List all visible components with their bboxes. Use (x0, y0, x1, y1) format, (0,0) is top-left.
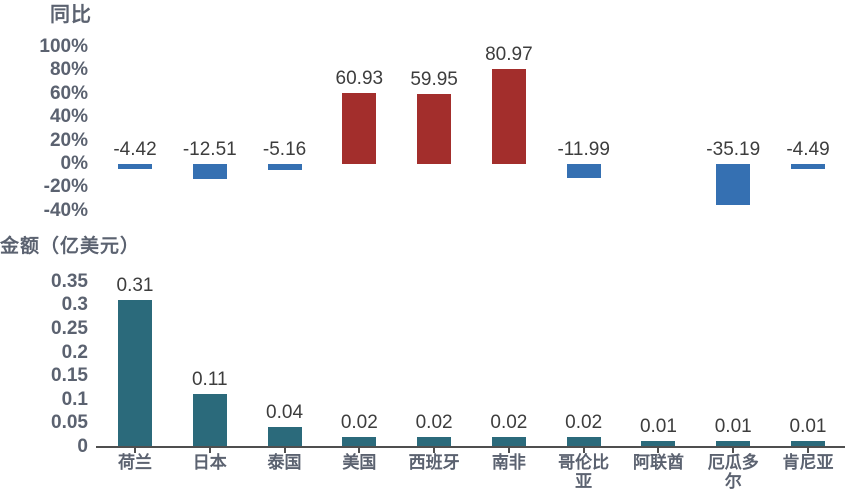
yoy-y-axis-tick-label: -20% (43, 176, 88, 198)
amount-category-label: 美国 (342, 453, 377, 472)
amount-bar (491, 436, 526, 446)
amount-bar (192, 394, 227, 446)
amount-bar-value-label: 0.02 (565, 411, 603, 433)
amount-y-axis-tick-label: 0.05 (51, 412, 88, 434)
amount-x-axis-tick (433, 448, 436, 453)
amount-y-axis-tick-label: 0.2 (61, 341, 88, 363)
amount-x-axis-tick (807, 448, 810, 453)
amount-bar-value-label: 0.01 (639, 416, 677, 438)
amount-x-axis-line (96, 446, 845, 448)
amount-bar (791, 441, 826, 446)
amount-category-label: 肯尼亚 (782, 453, 834, 472)
amount-category-label: 哥伦比 亚 (558, 453, 610, 491)
yoy-y-axis-tick-label: 40% (49, 106, 88, 128)
amount-bar-value-label: 0.01 (714, 416, 752, 438)
amount-category-label: 日本 (192, 453, 227, 472)
amount-y-axis-tick-label: 0.3 (61, 294, 88, 316)
amount-x-axis-tick (657, 448, 660, 453)
amount-category-label: 泰国 (267, 453, 302, 472)
amount-bar (716, 441, 751, 446)
amount-y-axis-tick-label: 0.1 (61, 388, 88, 410)
amount-category-label: 西班牙 (408, 453, 460, 472)
yoy-bar (417, 93, 452, 164)
yoy-y-axis-tick-label: 20% (49, 129, 88, 151)
amount-y-axis-tick-label: 0.35 (51, 270, 88, 292)
amount-x-axis-tick (283, 448, 286, 453)
yoy-bar (267, 164, 302, 171)
amount-bar (641, 441, 676, 446)
amount-bar (417, 436, 452, 446)
yoy-bar (342, 92, 377, 164)
yoy-chart-axis-title: 同比 (50, 4, 92, 26)
amount-x-axis-tick (134, 448, 136, 453)
yoy-y-axis-tick-label: 0% (60, 153, 88, 174)
amount-bar (342, 436, 377, 446)
amount-bar-value-label: 0.02 (340, 411, 378, 433)
yoy-y-axis-tick-label: -40% (43, 199, 88, 221)
yoy-bar-value-label: 80.97 (485, 44, 533, 66)
yoy-y-axis-tick-label: 80% (49, 59, 88, 81)
amount-bar (118, 299, 152, 446)
yoy-bar-value-label: -5.16 (262, 139, 307, 160)
amount-bar (267, 427, 302, 446)
yoy-bar (491, 69, 526, 164)
amount-chart-axis-title: 金额（亿美元） (0, 236, 141, 257)
yoy-bar (118, 164, 152, 170)
amount-x-axis-tick (582, 448, 585, 453)
amount-y-axis-tick-label: 0.15 (51, 365, 88, 387)
amount-bar-value-label: 0.02 (490, 411, 528, 433)
amount-y-axis-tick-label: 0.25 (51, 318, 88, 339)
yoy-bar-value-label: 60.93 (335, 67, 384, 89)
amount-category-label: 阿联酋 (632, 453, 684, 472)
amount-category-label: 荷兰 (118, 453, 152, 472)
yoy-bar-value-label: -11.99 (557, 139, 610, 160)
amount-y-axis-tick-label: 0 (77, 436, 88, 457)
amount-category-label: 南非 (491, 453, 526, 472)
yoy-bar-value-label: -35.19 (706, 139, 761, 160)
yoy-bar (791, 164, 826, 170)
yoy-bar (716, 164, 751, 206)
yoy-bar-value-label: -4.49 (786, 139, 830, 160)
amount-x-axis-tick (358, 448, 361, 453)
yoy-y-axis-tick-label: 100% (39, 36, 88, 57)
yoy-bar-value-label: -4.42 (113, 139, 157, 160)
yoy-bar (566, 164, 601, 179)
amount-x-axis-tick (507, 448, 510, 453)
amount-x-axis-tick (208, 448, 211, 453)
amount-bar-value-label: 0.11 (191, 369, 228, 391)
yoy-bar-value-label: 59.95 (410, 68, 458, 90)
amount-bar-value-label: 0.01 (789, 416, 827, 438)
amount-bar-value-label: 0.31 (116, 274, 154, 296)
amount-category-label: 厄瓜多 尔 (707, 453, 759, 491)
yoy-bar (192, 164, 227, 179)
yoy-bar-value-label: -12.51 (182, 139, 237, 160)
amount-bar-value-label: 0.04 (266, 402, 304, 424)
amount-bar (566, 436, 601, 446)
amount-bar-value-label: 0.02 (415, 411, 453, 433)
yoy-y-axis-tick-label: 60% (49, 82, 88, 104)
amount-x-axis-tick (732, 448, 735, 453)
